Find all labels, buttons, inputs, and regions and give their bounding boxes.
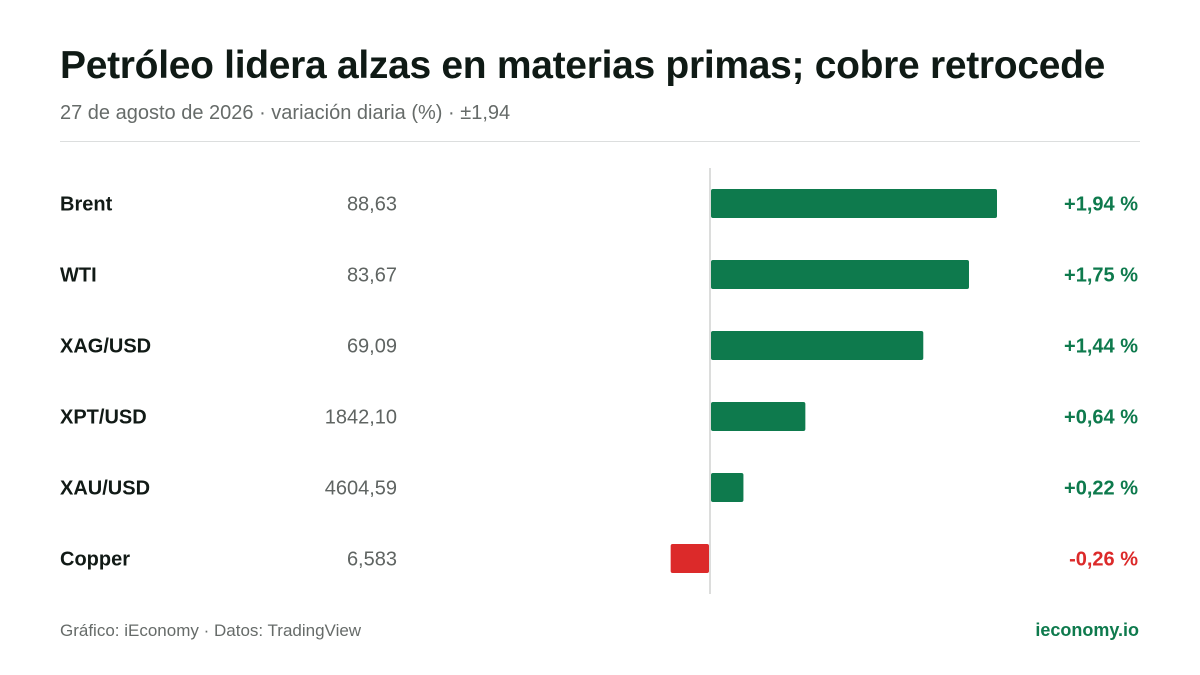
category-label: XAU/USD: [60, 478, 150, 500]
bar: [711, 473, 744, 502]
price-label: 1842,10: [325, 407, 397, 429]
value-label: +1,44 %: [1064, 336, 1138, 358]
bar: [711, 402, 806, 431]
category-label: Copper: [60, 549, 130, 571]
value-label: +1,94 %: [1064, 194, 1138, 216]
value-label: +0,22 %: [1064, 478, 1138, 500]
category-label: XAG/USD: [60, 336, 151, 358]
price-label: 4604,59: [325, 478, 397, 500]
category-label: WTI: [60, 265, 97, 287]
footer-credit: Gráfico: iEconomy · Datos: TradingView: [60, 621, 362, 640]
bar: [711, 331, 924, 360]
bar: [711, 260, 969, 289]
chart-subtitle: 27 de agosto de 2026 · variación diaria …: [60, 102, 511, 124]
value-label: +1,75 %: [1064, 265, 1138, 287]
value-label: +0,64 %: [1064, 407, 1138, 429]
price-label: 69,09: [347, 336, 397, 358]
header-divider: [60, 141, 1140, 142]
bar-chart: Brent 88,63 +1,94 % WTI 83,67 +1,75 % XAG/USD 6…: [60, 168, 1138, 594]
category-label: Brent: [60, 194, 113, 216]
footer-brand-link[interactable]: ieconomy.io: [1035, 620, 1139, 640]
chart-title: Petróleo lidera alzas en materias primas…: [60, 44, 1106, 87]
price-label: 83,67: [347, 265, 397, 287]
category-label: XPT/USD: [60, 407, 147, 429]
bar: [711, 189, 997, 218]
bar: [670, 544, 709, 573]
price-label: 6,583: [347, 549, 397, 571]
price-label: 88,63: [347, 194, 397, 216]
value-label: -0,26 %: [1069, 549, 1138, 571]
